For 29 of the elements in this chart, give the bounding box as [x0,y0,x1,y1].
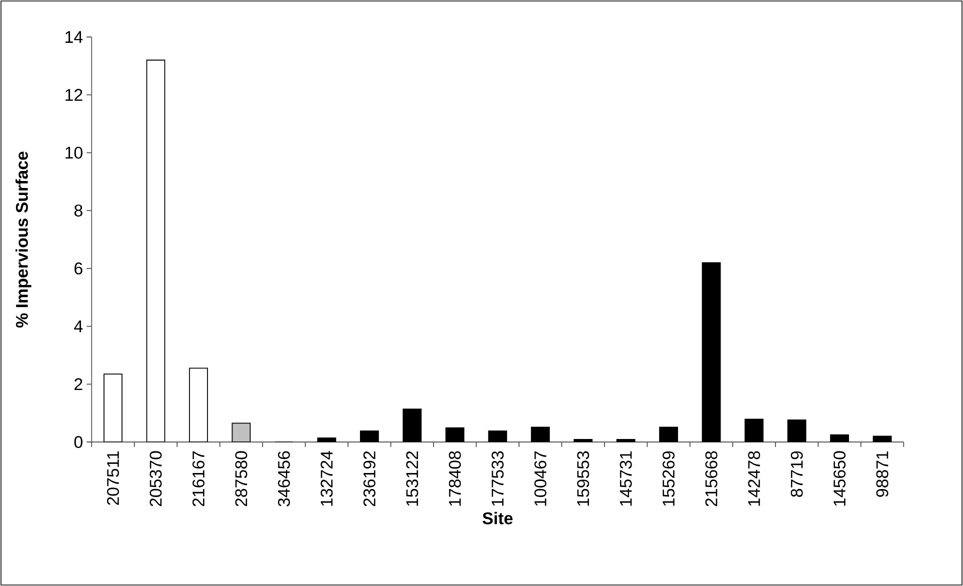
x-tick-label: 100467 [534,451,546,506]
x-tick-label: 155269 [662,451,675,506]
x-tick-label: 132724 [320,451,333,506]
x-tick-label: 153122 [406,451,418,506]
x-axis-title: Site [482,512,513,524]
y-tick-label: 14 [66,31,83,43]
x-tick-label: 216167 [192,451,204,506]
x-tick-label: 87719 [790,451,803,497]
y-axis-title: % Impervious Surface [15,152,32,328]
y-tick-label: 12 [66,88,82,101]
x-tick-label: 178408 [448,451,461,506]
x-tick-label: 177533 [492,451,504,506]
y-tick-label: 0 [74,436,82,448]
x-tick-label: 207511 [107,451,120,505]
x-tick-label: 145650 [834,451,846,506]
x-tick-label: 159553 [577,451,590,506]
x-tick-label: 98871 [876,451,888,497]
x-tick-label: 215668 [705,451,718,506]
x-tick-label: 236192 [363,451,376,506]
y-tick-label: 10 [66,146,82,159]
y-tick-label: 2 [74,378,82,390]
y-tick-label: 8 [74,204,82,217]
x-tick-label: 205370 [150,451,162,506]
x-tick-label: 287580 [235,451,248,506]
x-tick-label: 145731 [620,451,632,506]
x-tick-label: 346456 [278,451,290,506]
y-tick-label: 6 [74,262,82,274]
x-tick-label: 142478 [748,451,760,506]
y-tick-label: 4 [74,320,83,332]
